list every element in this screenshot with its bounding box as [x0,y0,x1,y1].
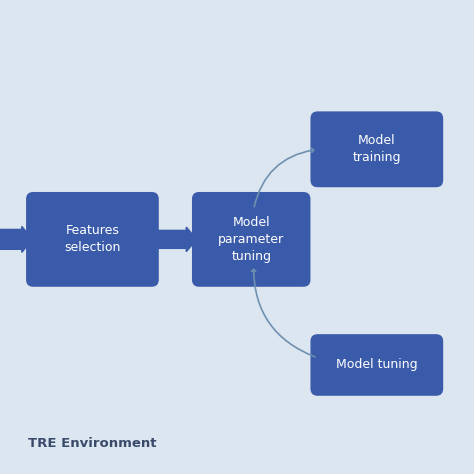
FancyArrow shape [0,227,32,252]
FancyBboxPatch shape [310,111,443,187]
Text: Model
training: Model training [353,134,401,164]
FancyBboxPatch shape [192,192,310,287]
Text: Model
parameter
tuning: Model parameter tuning [218,216,284,263]
Text: Model tuning: Model tuning [336,358,418,372]
FancyBboxPatch shape [310,334,443,396]
Text: Features
selection: Features selection [64,224,120,255]
Text: TRE Environment: TRE Environment [28,438,157,450]
FancyBboxPatch shape [26,192,159,287]
FancyArrow shape [152,227,197,252]
